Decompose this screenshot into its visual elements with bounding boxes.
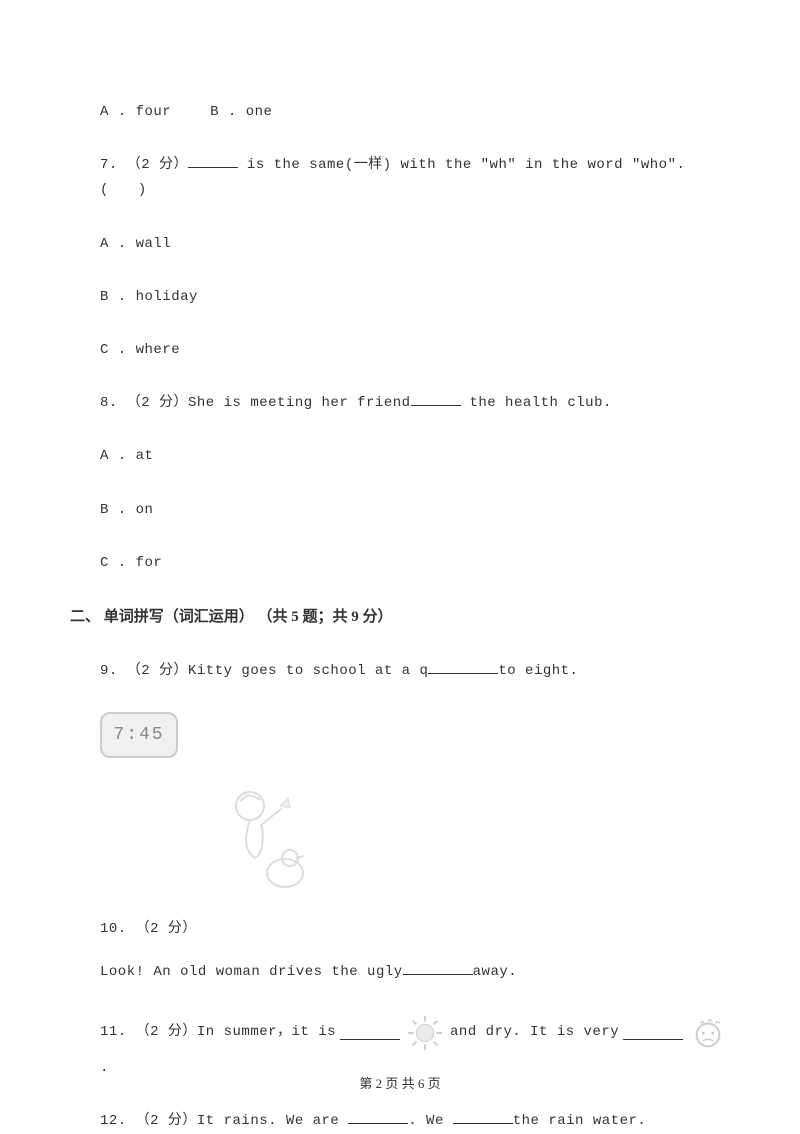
q12-blank2 (453, 1110, 513, 1124)
q9-prefix: 9. （2 分）Kitty goes to school at a q (100, 663, 428, 679)
hot-face-icon (687, 1014, 729, 1052)
woman-duck-icon (210, 778, 320, 898)
q7-blank (188, 154, 238, 168)
q12-p1: 12. （2 分）It rains. We are (100, 1113, 348, 1129)
q7-opt-c: C . where (70, 338, 730, 363)
q9-suffix: to eight. (498, 663, 578, 679)
q10-illustration (70, 778, 730, 917)
q7-prefix: 7. （2 分） (100, 157, 188, 173)
q12-blank1 (348, 1110, 408, 1124)
page-footer: 第 2 页 共 6 页 (0, 1073, 800, 1092)
section-2-heading: 二、 单词拼写（词汇运用） （共 5 题；共 9 分） (70, 604, 730, 631)
q12-p3: the rain water. (513, 1113, 647, 1129)
q7-stem: 7. （2 分） is the same(一样) with the "wh" i… (70, 153, 730, 203)
q8-blank (411, 392, 461, 406)
page-content: A . four B . one 7. （2 分） is the same(一样… (70, 100, 730, 1134)
q11-blank1 (340, 1026, 400, 1040)
q8-opt-c: C . for (70, 551, 730, 576)
q8-opt-a: A . at (70, 444, 730, 469)
q6-opt-a: A . four (100, 100, 171, 125)
q11-blank2 (623, 1026, 683, 1040)
q11-p1: 11. （2 分）In summer，it is (100, 1020, 336, 1045)
q8-suffix: the health club. (461, 395, 612, 411)
q7-opt-b: B . holiday (70, 285, 730, 310)
q10-away: away. (473, 964, 518, 980)
q9-blank (428, 660, 498, 674)
q10-look: Look! An old woman drives the ugly (100, 964, 403, 980)
q10-blank (403, 961, 473, 975)
q12-stem: 12. （2 分）It rains. We are . We the rain … (70, 1109, 730, 1134)
q8-prefix: 8. （2 分）She is meeting her friend (100, 395, 411, 411)
q8-opt-b: B . on (70, 498, 730, 523)
sun-icon (404, 1014, 446, 1052)
q6-options: A . four B . one (70, 100, 730, 125)
q10-num: 10. （2 分） (70, 917, 730, 942)
q6-opt-b: B . one (210, 100, 272, 125)
q10-text: Look! An old woman drives the ugly away. (70, 960, 730, 985)
q11-stem: 11. （2 分）In summer，it is and dry. It is … (70, 1014, 730, 1081)
q9-stem: 9. （2 分）Kitty goes to school at a q to ei… (70, 659, 730, 684)
q11-p2: and dry. It is very (450, 1020, 619, 1045)
q12-p2: . We (408, 1113, 453, 1129)
clock-image: 7:45 (100, 712, 178, 758)
q8-stem: 8. （2 分）She is meeting her friend the he… (70, 391, 730, 416)
q7-opt-a: A . wall (70, 232, 730, 257)
